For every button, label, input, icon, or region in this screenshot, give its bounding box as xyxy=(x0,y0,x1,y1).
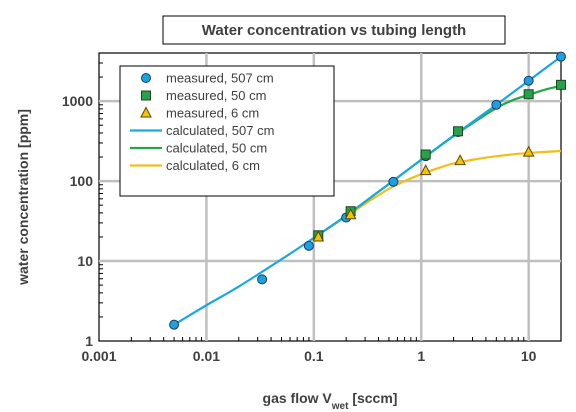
marker-circle xyxy=(388,176,399,187)
marker-square xyxy=(523,89,534,100)
x-axis-label-unit: [sccm] xyxy=(348,390,397,406)
series-line xyxy=(313,149,562,239)
legend-entry: measured, 50 cm xyxy=(166,88,266,103)
x-axis-label-sub: wet xyxy=(331,401,349,412)
x-axis-label-main: gas flow V xyxy=(263,390,333,406)
y-axis-label: water concentration [ppm] xyxy=(15,109,31,286)
marker-triangle xyxy=(312,230,325,242)
legend-entry: measured, 507 cm xyxy=(166,71,274,86)
title-box xyxy=(162,15,506,45)
marker-triangle xyxy=(522,145,535,157)
y-tick-label: 100 xyxy=(70,173,94,189)
x-tick-label: 0.01 xyxy=(193,348,220,364)
y-tick-label: 1000 xyxy=(62,93,93,109)
marker-circle xyxy=(556,51,566,62)
marker-triangle xyxy=(419,164,432,176)
marker-triangle-legend xyxy=(140,106,152,118)
minor-ticks xyxy=(99,52,562,341)
y-tick-label: 1 xyxy=(85,333,93,349)
marker-square xyxy=(556,79,566,90)
x-tick-label: 1 xyxy=(417,348,425,364)
marker-square-legend xyxy=(141,90,151,101)
marker-square xyxy=(420,149,431,160)
marker-circle xyxy=(523,75,534,86)
marker-circle xyxy=(169,319,180,330)
marker-circle-legend xyxy=(141,73,151,83)
chart-title: Water concentration vs tubing length xyxy=(202,22,466,39)
y-axis-ticks: 1 10 100 1000 xyxy=(62,93,93,349)
x-tick-label: 0.1 xyxy=(304,348,324,364)
marker-triangle xyxy=(454,154,466,166)
series-markers xyxy=(169,51,566,330)
marker-circle xyxy=(257,274,268,285)
marker-triangle xyxy=(344,208,357,220)
marker-square xyxy=(453,126,464,137)
x-tick-label: 0.001 xyxy=(81,348,116,364)
x-axis-ticks: 0.001 0.01 0.1 1 10 xyxy=(81,348,536,364)
legend-entry: calculated, 6 cm xyxy=(166,158,260,173)
x-tick-label: 10 xyxy=(521,348,537,364)
marker-circle xyxy=(303,240,314,251)
legend-entry: measured, 6 cm xyxy=(166,106,259,121)
y-tick-label: 10 xyxy=(77,253,93,269)
marker-circle xyxy=(491,99,502,110)
legend: measured, 507 cm measured, 50 cm measured,… xyxy=(130,71,274,173)
legend-entry: calculated, 50 cm xyxy=(166,141,267,156)
x-axis-label: gas flow Vwet [sccm] xyxy=(263,390,398,412)
legend-entry: calculated, 507 cm xyxy=(166,123,274,138)
